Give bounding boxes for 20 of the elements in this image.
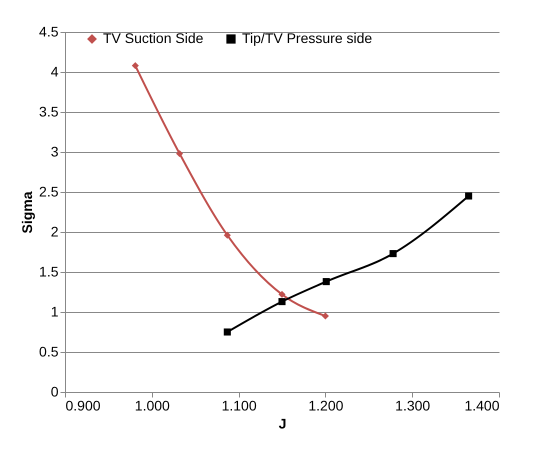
y-tick-label: 3.5	[39, 104, 59, 120]
legend-label: TV Suction Side	[103, 30, 204, 46]
y-tick-label: 4	[50, 64, 59, 80]
x-tick-label: 1.300	[395, 398, 430, 414]
legend-label: Tip/TV Pressure side	[242, 30, 372, 46]
x-tick-label: 0.900	[66, 398, 101, 414]
x-tick-label: 1.200	[308, 398, 344, 414]
y-tick-label: 2.5	[39, 184, 59, 200]
y-axis-title: Sigma	[19, 191, 36, 234]
y-tick-label: 1.5	[39, 264, 59, 280]
x-tick-label: 1.100	[222, 398, 257, 414]
x-axis-title: J	[278, 416, 286, 432]
y-tick-label: 2	[50, 224, 59, 240]
y-tick-label: 0.5	[39, 344, 59, 360]
x-tick-label: 1.400	[464, 398, 500, 414]
x-tick-label: 1.000	[134, 398, 170, 414]
y-tick-label: 3	[50, 144, 59, 160]
y-tick-label: 4.5	[39, 24, 59, 40]
y-tick-label: 1	[50, 304, 59, 320]
y-tick-label: 0	[50, 384, 59, 400]
